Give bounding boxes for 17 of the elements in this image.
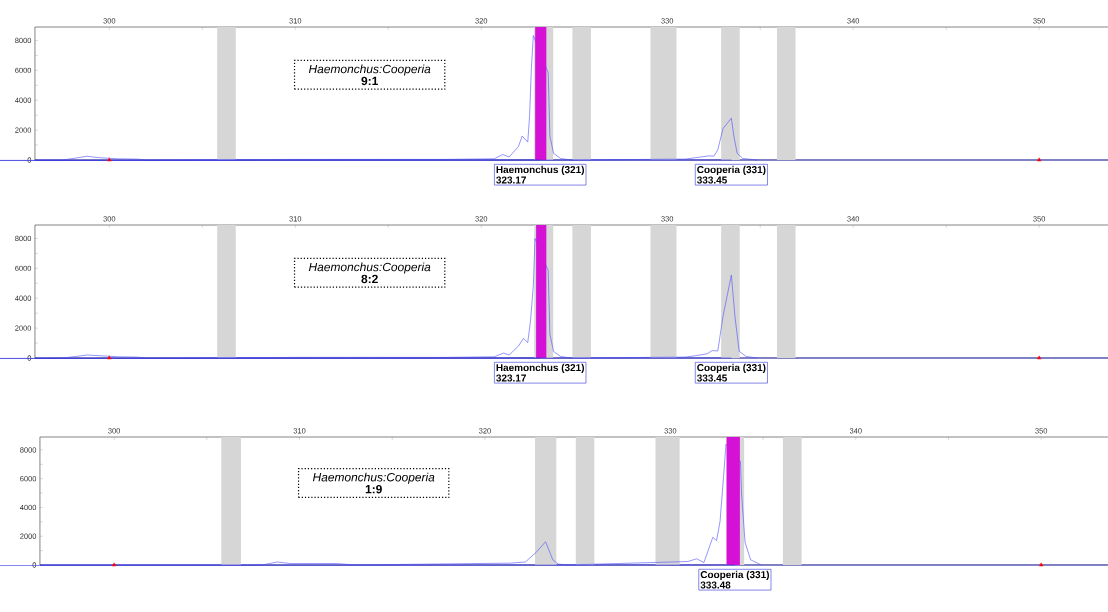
annotation: Cooperia (331) [697, 165, 766, 176]
annotation: 1:9 [365, 484, 382, 494]
line-series [39, 443, 762, 566]
annotation: Haemonchus:Cooperia [308, 262, 431, 274]
annotation: 333.48 [700, 581, 731, 589]
annotation: 323.17 [496, 176, 526, 184]
annotation: 8:2 [361, 274, 378, 284]
annotation: 323.17 [496, 374, 526, 382]
annotation: Haemonchus (321) [496, 363, 584, 374]
annotation: Cooperia (331) [700, 570, 769, 581]
annotation: 9:1 [361, 76, 378, 86]
annotation: Haemonchus:Cooperia [308, 64, 431, 76]
annotation: 333.45 [697, 374, 727, 382]
annotation: Haemonchus:Cooperia [312, 472, 435, 484]
annotation: Haemonchus (321) [496, 165, 584, 176]
annotation: 333.45 [697, 176, 727, 184]
annotation: Cooperia (331) [697, 363, 766, 374]
